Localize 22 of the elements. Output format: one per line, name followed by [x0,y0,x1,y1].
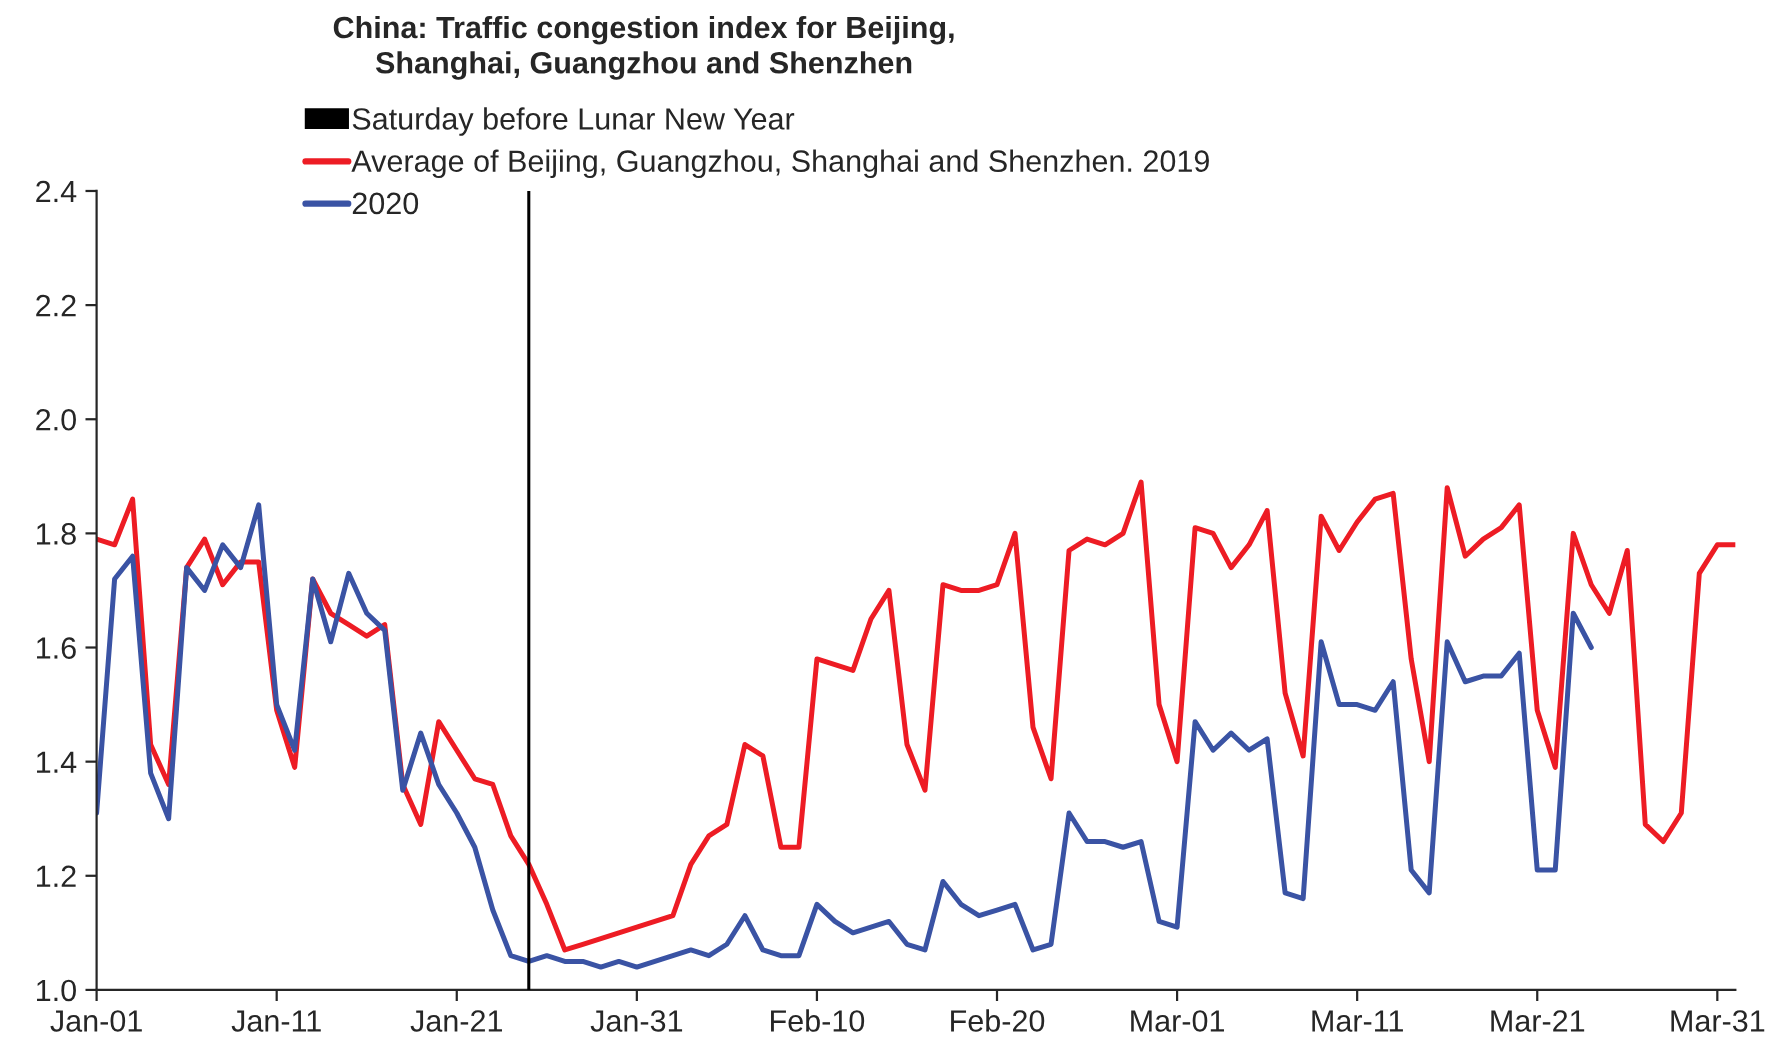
x-tick-label: Jan-21 [410,1010,502,1032]
x-tick-label: Mar-01 [1131,1010,1224,1032]
y-tick-label: 1.4 [37,751,77,773]
y-tick-label: 1.6 [37,637,76,659]
y-tick-label: 2.0 [36,408,76,431]
x-tick-label: Jan-01 [50,1010,142,1032]
x-tick-label: Feb-20 [951,1009,1045,1032]
y-tick-label: 2.4 [36,180,77,203]
y-tick-label: 1.8 [37,523,76,545]
legend-label: Average of Beijing, Guangzhou, Shanghai and Shenzhen. 2019 [351,149,1209,179]
x-tick-label: Mar-21 [1491,1010,1585,1032]
y-tick-label: 1.2 [37,865,76,887]
y-tick-label: 1.0 [37,979,76,1002]
legend-label: Saturday before Lunar New Year [352,107,795,136]
x-tick-label: Feb-10 [771,1009,865,1032]
y-tick-label: 2.2 [36,294,76,317]
x-tick-label: Mar-11 [1312,1010,1403,1032]
x-tick-label: Jan-11 [231,1010,321,1032]
legend-label: 2020 [352,192,419,215]
chart-title: China: Traffic congestion index for Beijing, Shanghai, Guangzhou and Shenzhen [333,15,954,80]
x-tick-label: Mar-31 [1671,1010,1765,1032]
x-tick-label: Jan-31 [590,1010,683,1032]
